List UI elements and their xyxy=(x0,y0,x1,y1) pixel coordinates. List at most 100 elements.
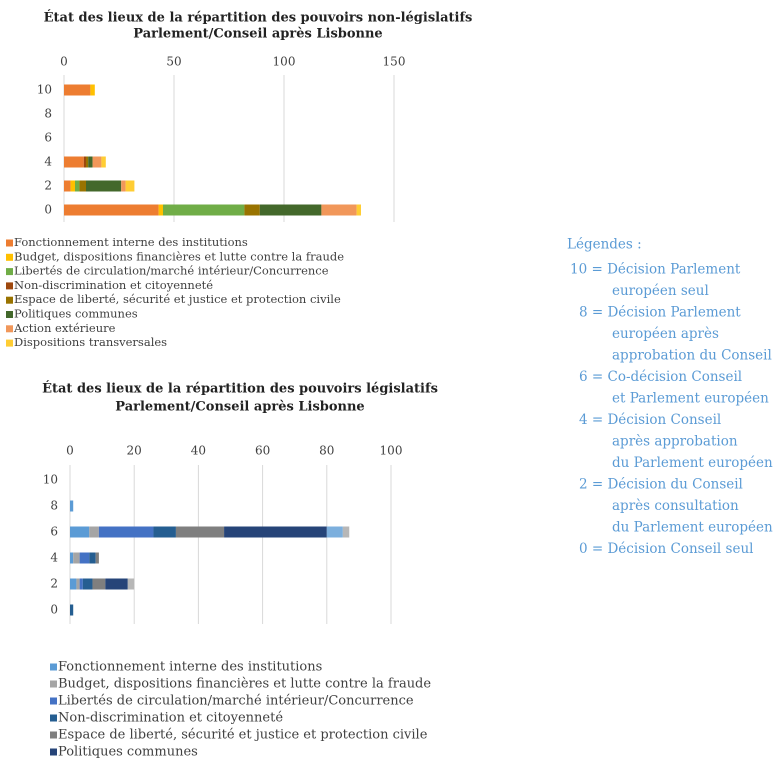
legend-box-line: du Parlement européen xyxy=(612,455,773,471)
bar-segment xyxy=(88,156,93,168)
bar-segment xyxy=(75,180,80,192)
bar-segment xyxy=(64,204,159,216)
legend-box-line: 10 = Décision Parlement xyxy=(570,262,741,278)
bar-segment xyxy=(79,552,90,564)
y-tick-label: 6 xyxy=(50,525,58,539)
bar-segment xyxy=(153,526,176,538)
legend-label: Politiques communes xyxy=(58,745,198,760)
bar-segment xyxy=(127,578,135,590)
chart-title: Parlement/Conseil après Lisbonne xyxy=(115,400,364,415)
bar-segment xyxy=(105,578,128,590)
legend-swatch xyxy=(6,268,13,276)
y-tick-label: 0 xyxy=(44,203,52,217)
legend-label: Non-discrimination et citoyenneté xyxy=(58,711,283,726)
x-tick-label: 60 xyxy=(255,444,270,458)
legend-label: Action extérieure xyxy=(13,321,116,335)
bar-segment xyxy=(163,204,245,216)
bar-segment xyxy=(70,500,74,512)
x-tick-label: 40 xyxy=(191,444,206,458)
y-tick-label: 2 xyxy=(50,577,58,591)
bar-segment xyxy=(224,526,327,538)
legend-box-line: 0 = Décision Conseil seul xyxy=(579,541,753,557)
x-tick-label: 20 xyxy=(127,444,142,458)
x-tick-label: 150 xyxy=(383,55,406,69)
legend-box-line: 8 = Décision Parlement xyxy=(579,305,741,321)
legend-box-line: 2 = Décision du Conseil xyxy=(579,477,743,493)
y-tick-label: 2 xyxy=(44,179,52,193)
x-tick-label: 0 xyxy=(66,444,74,458)
bar-segment xyxy=(70,526,90,538)
legend-label: Budget, dispositions financières et lutt… xyxy=(58,677,431,692)
bar-segment xyxy=(121,180,126,192)
y-tick-label: 4 xyxy=(50,551,58,565)
chart-title: État des lieux de la répartition des pou… xyxy=(44,10,473,26)
legend-box-line: du Parlement européen xyxy=(612,520,773,536)
bar-segment xyxy=(86,180,122,192)
legend-swatch xyxy=(50,663,57,671)
bar-segment xyxy=(73,552,80,564)
x-tick-label: 80 xyxy=(319,444,334,458)
bar-segment xyxy=(92,578,106,590)
y-tick-label: 0 xyxy=(50,603,58,617)
bar-segment xyxy=(79,180,86,192)
bar-segment xyxy=(70,552,74,564)
legend-swatch xyxy=(50,731,57,739)
bar-segment xyxy=(342,526,350,538)
bar-segment xyxy=(92,156,102,168)
bar-segment xyxy=(82,578,93,590)
legend-label: Fonctionnement interne des institutions xyxy=(14,235,248,249)
y-tick-label: 10 xyxy=(37,83,52,97)
bar-segment xyxy=(356,204,361,216)
legend-label: Espace de liberté, sécurité et justice e… xyxy=(14,292,341,306)
x-tick-label: 50 xyxy=(166,55,181,69)
legend-label: Fonctionnement interne des institutions xyxy=(58,660,322,675)
legend-swatch xyxy=(6,282,13,290)
legend-box-line: 4 = Décision Conseil xyxy=(579,412,721,428)
legend-label: Libertés de circulation/marché intérieur… xyxy=(58,694,414,709)
y-tick-label: 10 xyxy=(43,473,58,487)
bar-segment xyxy=(175,526,225,538)
bar-segment xyxy=(89,526,99,538)
bar-segment xyxy=(259,204,322,216)
bar-segment xyxy=(90,84,95,96)
bar-segment xyxy=(326,526,343,538)
bar-segment xyxy=(95,552,99,564)
y-tick-label: 8 xyxy=(50,499,58,513)
legend-label: Dispositions transversales xyxy=(14,335,167,349)
legend-swatch xyxy=(6,239,13,247)
legend-swatch xyxy=(6,325,13,333)
x-tick-label: 100 xyxy=(273,55,296,69)
legend-swatch xyxy=(6,296,13,304)
legend-swatch xyxy=(50,748,57,756)
legend-label: Politiques communes xyxy=(14,307,138,321)
legend-swatch xyxy=(6,253,13,261)
bar-segment xyxy=(321,204,357,216)
bar-segment xyxy=(70,604,74,616)
legend-box-line: approbation du Conseil xyxy=(612,348,772,364)
legend-box-line: européen après xyxy=(612,326,719,342)
x-tick-label: 0 xyxy=(60,55,68,69)
bar-segment xyxy=(101,156,106,168)
bar-segment xyxy=(158,204,163,216)
bar-segment xyxy=(89,552,96,564)
y-tick-label: 8 xyxy=(44,107,52,121)
legend-swatch xyxy=(6,339,13,347)
legend-box-line: 6 = Co-décision Conseil xyxy=(579,369,742,385)
legend-label: Espace de liberté, sécurité et justice e… xyxy=(58,728,428,743)
legend-swatch xyxy=(6,311,13,318)
bar-segment xyxy=(98,526,154,538)
chart-title: État des lieux de la répartition des pou… xyxy=(42,381,438,397)
legend-label: Budget, dispositions financières et lutt… xyxy=(14,249,344,263)
x-tick-label: 100 xyxy=(380,444,403,458)
bar-segment xyxy=(70,180,75,192)
bar-segment xyxy=(64,180,71,192)
y-tick-label: 6 xyxy=(44,131,52,145)
chart-title: Parlement/Conseil après Lisbonne xyxy=(133,27,382,42)
legend-box-line: après approbation xyxy=(612,434,738,450)
bar-segment xyxy=(79,578,83,590)
legend-box-line: européen seul xyxy=(612,283,709,299)
bar-segment xyxy=(70,578,77,590)
bar-segment xyxy=(244,204,260,216)
